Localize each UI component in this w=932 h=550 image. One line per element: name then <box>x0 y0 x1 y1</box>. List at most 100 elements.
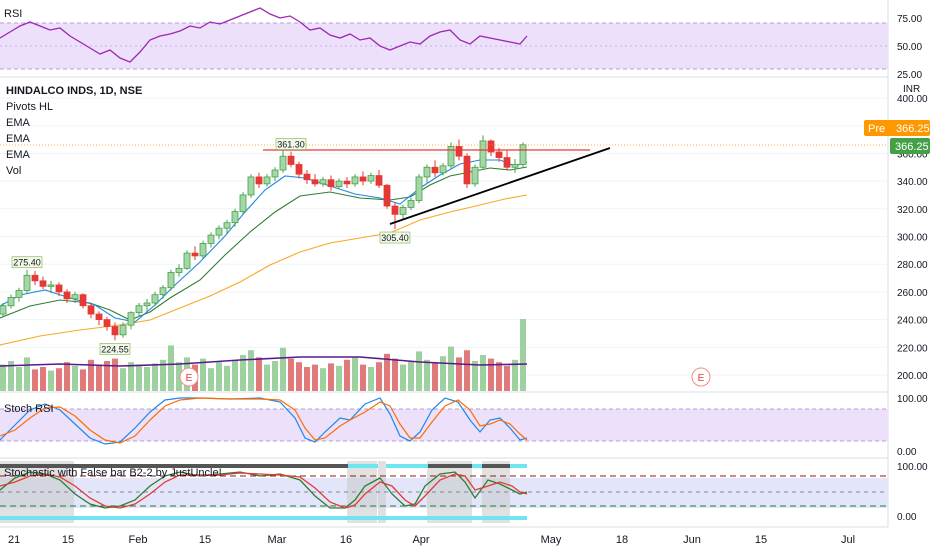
volume-bar <box>64 362 70 391</box>
price-tick-label: 200.00 <box>897 371 928 382</box>
stoch-rsi-title: Stoch RSI <box>4 403 54 415</box>
volume-bar <box>16 367 22 391</box>
candle-body <box>96 314 102 320</box>
volume-bar <box>56 368 62 391</box>
volume-bar <box>120 368 126 391</box>
candle-body <box>328 180 334 187</box>
candle-body <box>432 167 438 173</box>
candle-body <box>88 306 94 314</box>
volume-bar <box>304 367 310 391</box>
indicator-ema-2: EMA <box>6 133 31 145</box>
candle-body <box>160 288 166 295</box>
volume-bar <box>112 359 118 391</box>
volume-bar <box>24 357 30 391</box>
pivot-label: 275.40 <box>13 258 41 268</box>
volume-bar <box>320 368 326 391</box>
signal-strip-dark <box>428 464 472 468</box>
signal-strip-cyan <box>472 464 482 468</box>
time-tick-label: Feb <box>129 534 148 546</box>
candle-body <box>104 320 110 327</box>
volume-bar <box>168 345 174 391</box>
signal-strip-dark <box>482 464 510 468</box>
volume-bar <box>344 360 350 391</box>
last-price-tag-value: 366.25 <box>895 141 929 153</box>
volume-bar <box>32 369 38 391</box>
candle-body <box>64 292 70 299</box>
volume-bar <box>480 355 486 391</box>
candle-body <box>192 253 198 256</box>
volume-bar <box>456 357 462 391</box>
candle-body <box>336 181 342 187</box>
time-tick-label: 21 <box>8 534 20 546</box>
rsi-title: RSI <box>4 8 22 20</box>
price-tick-label: 320.00 <box>897 205 928 216</box>
candle-body <box>280 156 286 170</box>
volume-bar <box>520 319 526 391</box>
indicator-pivots: Pivots HL <box>6 101 53 113</box>
signal-strip-cyan <box>348 464 378 468</box>
candle-body <box>312 180 318 184</box>
time-tick-label: 16 <box>340 534 352 546</box>
volume-bar <box>496 362 502 391</box>
rsi-axis: 75.0050.0025.00 <box>897 14 922 81</box>
volume-bar <box>400 365 406 391</box>
candle-body <box>40 281 46 287</box>
volume-bar <box>464 350 470 391</box>
volume-bar <box>328 363 334 391</box>
candle-body <box>304 174 310 180</box>
candle-body <box>456 146 462 156</box>
signal-strip-cyan <box>510 464 527 468</box>
candle-body <box>288 156 294 164</box>
stochastic-title: Stochastic with False bar B2-2 by JustUn… <box>4 467 222 479</box>
candle-body <box>496 152 502 158</box>
stoch-rsi-tick-0: 0.00 <box>897 447 917 458</box>
time-tick-label: 15 <box>199 534 211 546</box>
candle-body <box>344 181 350 184</box>
candle-body <box>416 177 422 201</box>
candle-body <box>368 176 374 182</box>
candle-body <box>184 253 190 268</box>
candle-body <box>152 295 158 303</box>
volume-bar <box>280 348 286 391</box>
volume-bar <box>288 359 294 391</box>
candle-body <box>72 295 78 299</box>
time-tick-label: Mar <box>268 534 287 546</box>
candle-body <box>176 268 182 272</box>
volume-bar <box>232 360 238 391</box>
volume-bar <box>0 365 6 391</box>
pre-market-tag-value: 366.25 <box>896 123 930 135</box>
volume-bar <box>440 356 446 391</box>
volume-bar <box>352 357 358 391</box>
candle-body <box>296 164 302 174</box>
candle-body <box>24 275 30 290</box>
candle-body <box>440 166 446 173</box>
volume-bar <box>488 359 494 391</box>
candle-body <box>136 306 142 313</box>
candle-body <box>144 303 150 306</box>
volume-bar <box>80 369 86 391</box>
candle-body <box>512 164 518 167</box>
time-tick-label: 15 <box>62 534 74 546</box>
candle-body <box>272 170 278 177</box>
currency-label: INR <box>903 84 920 95</box>
volume-bar <box>272 361 278 391</box>
price-tick-label: 300.00 <box>897 233 928 244</box>
candle-body <box>504 158 510 168</box>
symbol-title: HINDALCO INDS, 1D, NSE <box>6 85 142 97</box>
candle-body <box>48 285 54 286</box>
candle-body <box>168 273 174 288</box>
candle-body <box>264 177 270 184</box>
earnings-marker-label: E <box>186 373 193 384</box>
price-tick-label: 340.00 <box>897 177 928 188</box>
time-tick-label: Jul <box>841 534 855 546</box>
stochastic-tick-100: 100.00 <box>897 462 928 473</box>
volume-bar <box>432 362 438 391</box>
pre-market-tag-label: Pre <box>868 123 885 135</box>
volume-bar <box>448 347 454 391</box>
candle-body <box>232 212 238 223</box>
volume-bar <box>336 366 342 391</box>
price-tick-label: 220.00 <box>897 343 928 354</box>
pivot-label: 361.30 <box>277 140 305 150</box>
candle-body <box>120 325 126 335</box>
